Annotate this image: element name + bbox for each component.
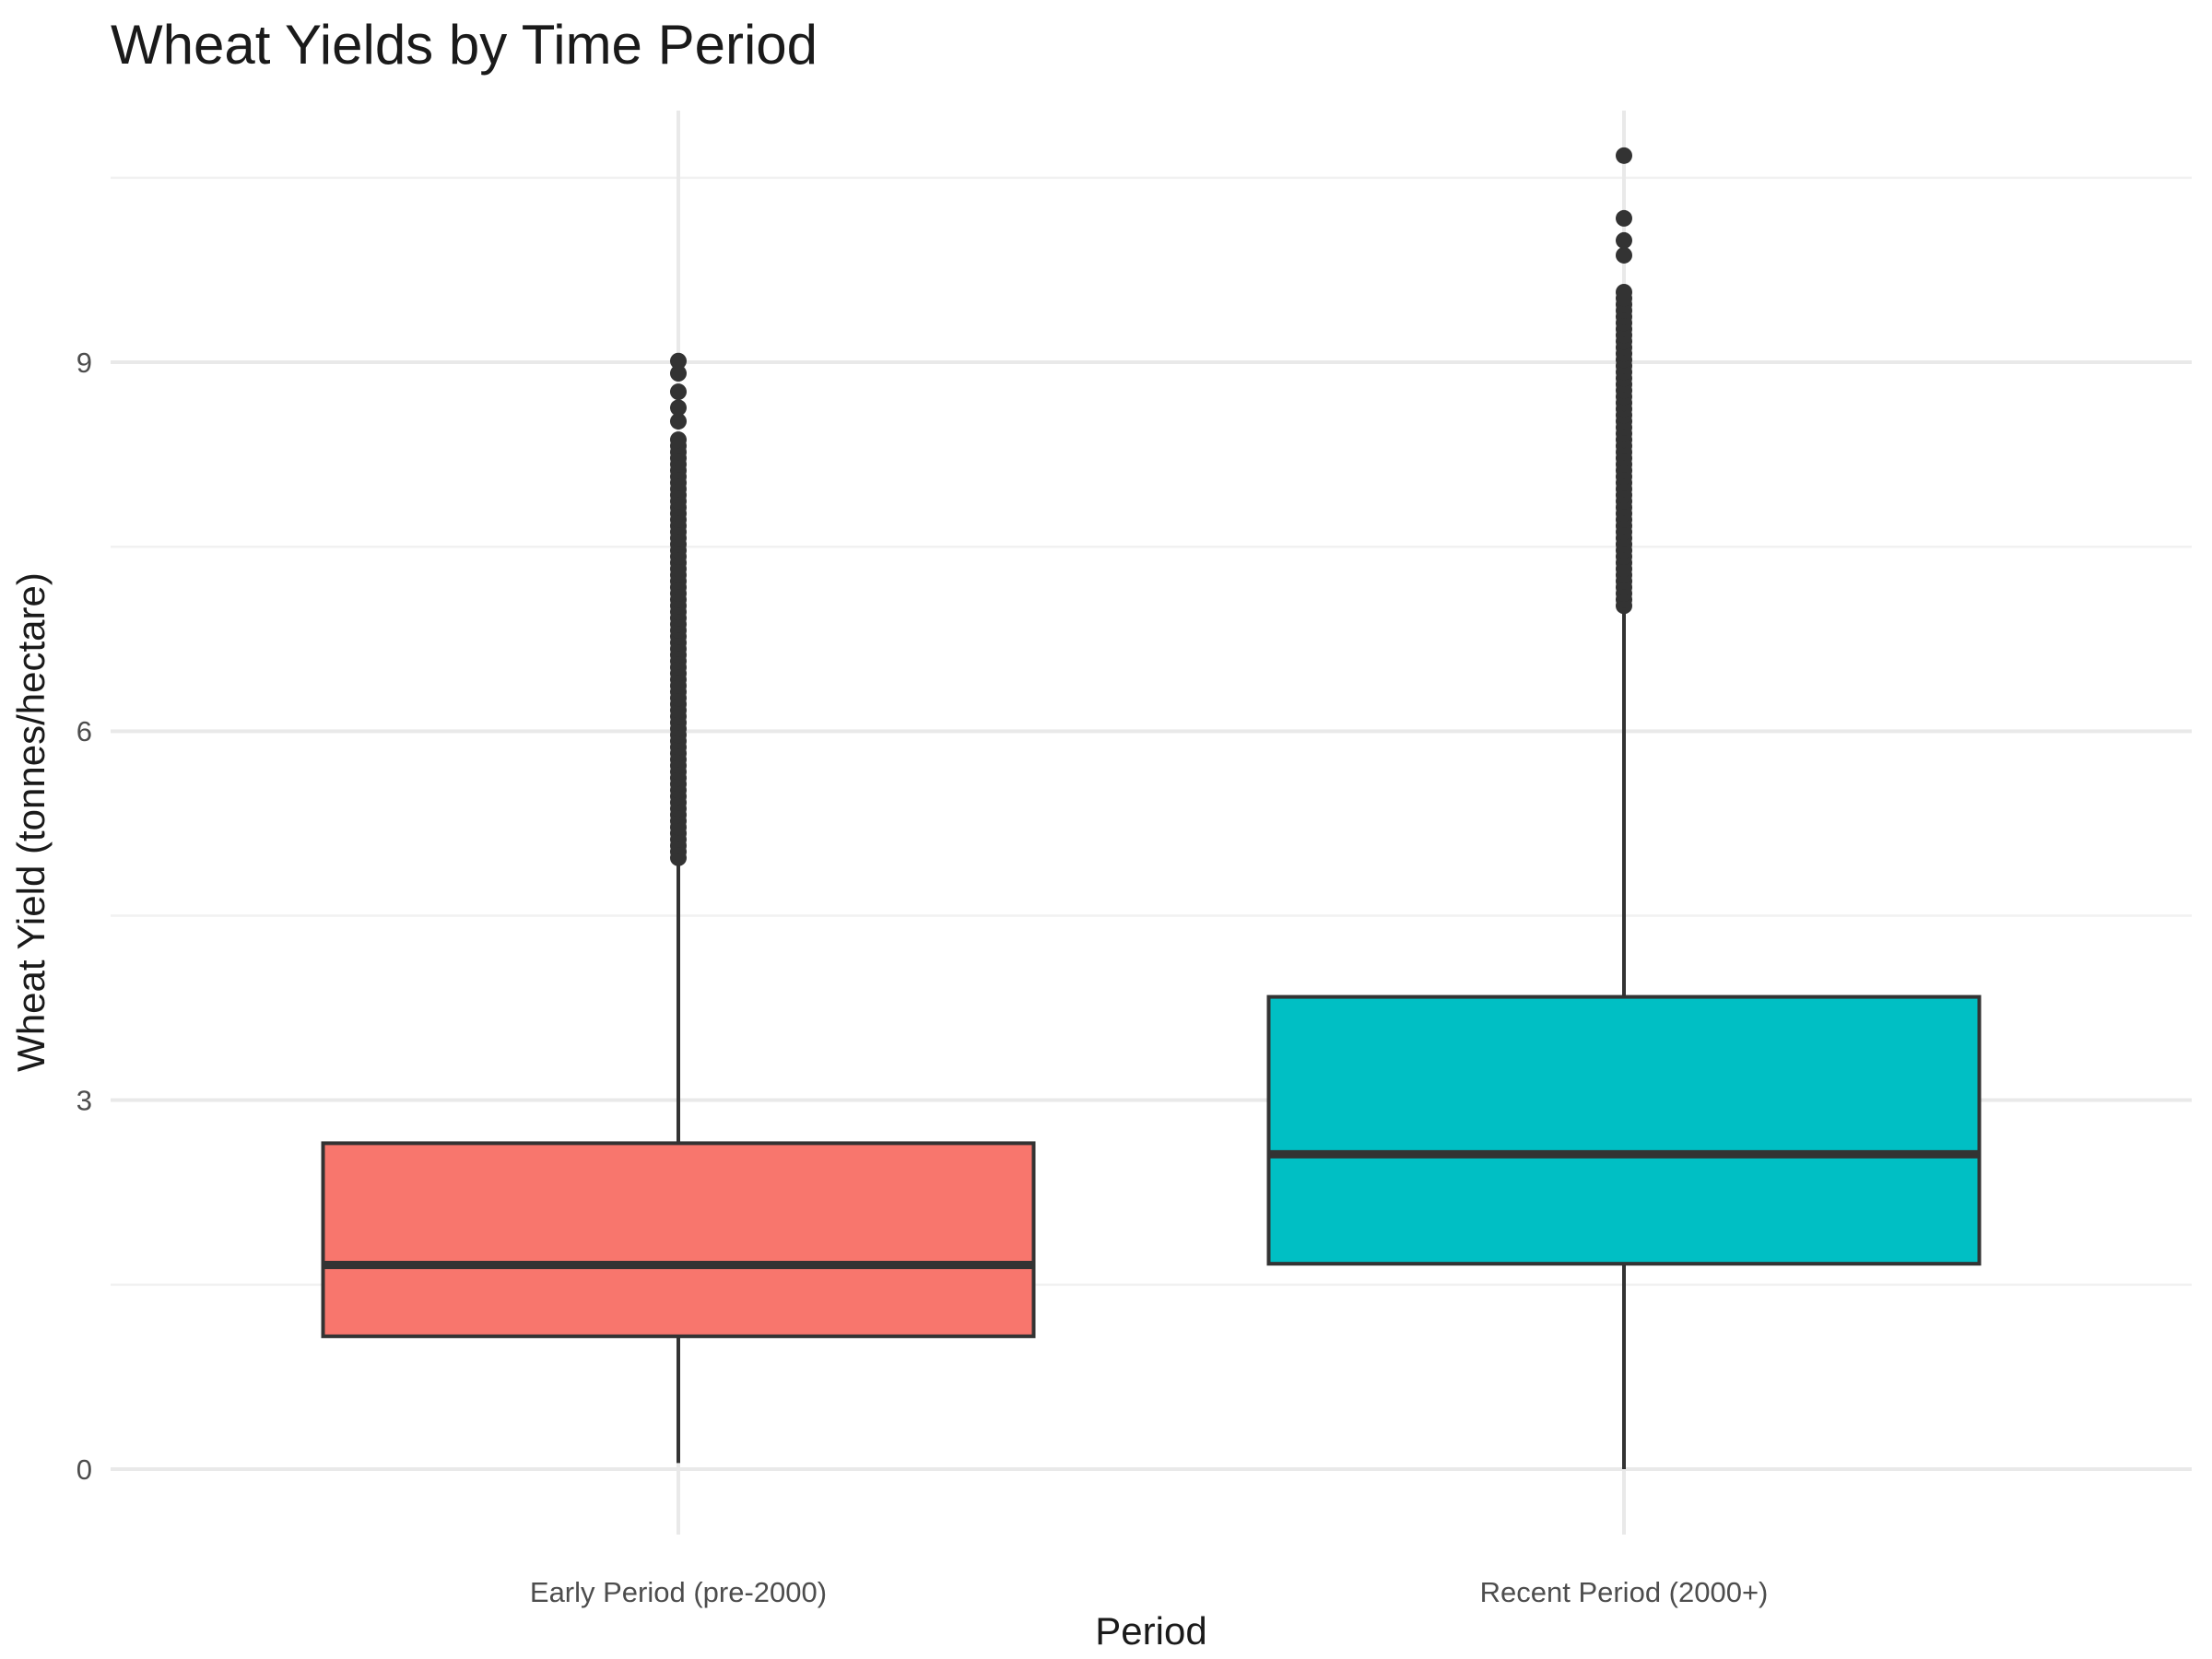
x-tick-label: Recent Period (2000+) xyxy=(1480,1576,1769,1608)
box-iqr xyxy=(321,1141,1036,1338)
outlier-dot xyxy=(1616,147,1632,164)
outlier-dot xyxy=(1616,246,1632,264)
outlier-dot xyxy=(670,399,687,417)
outlier-dot xyxy=(670,365,687,382)
x-tick-label: Early Period (pre-2000) xyxy=(530,1576,827,1608)
outlier-dot xyxy=(670,431,687,449)
x-axis-title: Period xyxy=(1095,1609,1207,1653)
y-axis-title: Wheat Yield (tonnes/hectare) xyxy=(9,572,53,1072)
box-iqr xyxy=(1266,994,1982,1266)
outlier-dot xyxy=(670,383,687,401)
outlier-dot xyxy=(1616,209,1632,227)
outlier-dot xyxy=(670,413,687,430)
y-tick-label: 0 xyxy=(76,1453,92,1486)
outlier-dot xyxy=(1616,231,1632,249)
chart-title: Wheat Yields by Time Period xyxy=(111,14,818,76)
y-tick-label: 6 xyxy=(76,715,92,747)
outlier-dot xyxy=(1616,283,1632,300)
y-tick-label: 3 xyxy=(76,1085,92,1117)
y-tick-label: 9 xyxy=(76,347,92,379)
outlier-dot xyxy=(670,352,687,370)
